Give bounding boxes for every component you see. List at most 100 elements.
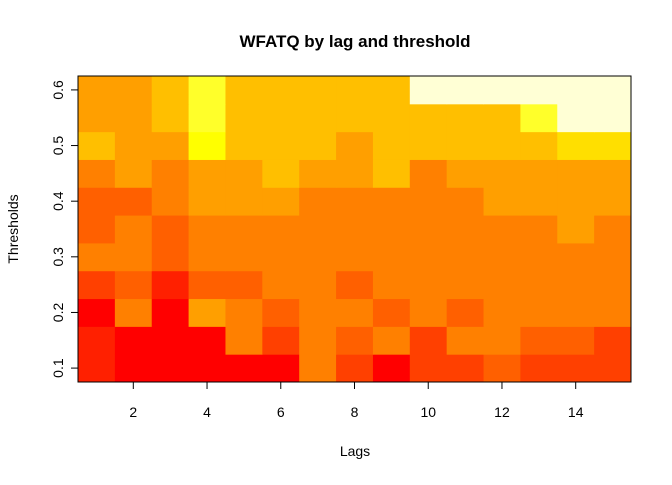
heatmap-cell	[594, 131, 632, 160]
heatmap-cells	[78, 76, 632, 383]
x-tick-label: 10	[420, 404, 436, 420]
x-tick-label: 4	[203, 404, 211, 420]
heatmap-cell	[151, 103, 190, 133]
heatmap-cell	[299, 242, 337, 272]
heatmap-cell	[372, 270, 411, 300]
heatmap-cell	[446, 103, 485, 133]
heatmap-cell	[262, 298, 300, 327]
heatmap-cell	[409, 354, 448, 383]
heatmap-cell	[336, 76, 374, 105]
heatmap-cell	[262, 131, 300, 160]
heatmap-cell	[372, 326, 411, 355]
x-tick-label: 6	[277, 404, 285, 420]
heatmap-cell	[151, 215, 190, 244]
heatmap-cell	[225, 354, 263, 383]
heatmap-cell	[78, 298, 116, 327]
x-tick-label: 8	[351, 404, 359, 420]
heatmap-cell	[446, 131, 485, 160]
heatmap-cell	[520, 76, 558, 105]
heatmap-cell	[225, 215, 263, 244]
heatmap-cell	[520, 159, 558, 188]
heatmap-cell	[483, 354, 521, 383]
heatmap-cell	[336, 298, 374, 327]
y-tick-label: 0.3	[50, 247, 66, 267]
heatmap-cell	[409, 326, 448, 355]
heatmap-cell	[446, 215, 485, 244]
heatmap-cell	[114, 354, 153, 383]
heatmap-cell	[372, 159, 411, 188]
heatmap-cell	[372, 242, 411, 272]
chart-title: WFATQ by lag and threshold	[239, 32, 470, 51]
y-tick-label: 0.6	[50, 80, 66, 100]
heatmap-cell	[483, 270, 521, 300]
heatmap-cell	[225, 76, 263, 105]
heatmap-cell	[520, 215, 558, 244]
heatmap-cell	[336, 326, 374, 355]
heatmap-cell	[594, 270, 632, 300]
heatmap-cell	[299, 131, 337, 160]
x-tick-label: 14	[568, 404, 584, 420]
heatmap-cell	[225, 187, 263, 216]
y-tick-label: 0.1	[50, 358, 66, 378]
heatmap-cell	[114, 326, 153, 355]
heatmap-cell	[188, 103, 226, 133]
heatmap-cell	[446, 187, 485, 216]
x-axis-label: Lags	[340, 443, 370, 459]
heatmap-cell	[336, 159, 374, 188]
heatmap-cell	[225, 242, 263, 272]
heatmap-cell	[409, 215, 448, 244]
heatmap-cell	[299, 76, 337, 105]
heatmap-cell	[483, 326, 521, 355]
heatmap-cell	[594, 354, 632, 383]
heatmap-cell	[78, 215, 116, 244]
heatmap-cell	[225, 298, 263, 327]
heatmap-cell	[409, 131, 448, 160]
heatmap-cell	[225, 326, 263, 355]
heatmap-cell	[114, 298, 153, 327]
heatmap-cell	[557, 76, 595, 105]
heatmap-cell	[188, 354, 226, 383]
heatmap-cell	[262, 242, 300, 272]
heatmap-cell	[594, 76, 632, 105]
heatmap-cell	[78, 326, 116, 355]
heatmap-cell	[483, 103, 521, 133]
heatmap-cell	[78, 187, 116, 216]
heatmap-cell	[409, 242, 448, 272]
heatmap-cell	[299, 298, 337, 327]
heatmap-cell	[446, 76, 485, 105]
heatmap-cell	[557, 131, 595, 160]
heatmap-cell	[483, 76, 521, 105]
heatmap-cell	[372, 215, 411, 244]
heatmap-cell	[594, 187, 632, 216]
heatmap-cell	[446, 298, 485, 327]
heatmap-cell	[188, 298, 226, 327]
heatmap-cell	[151, 298, 190, 327]
heatmap-cell	[594, 326, 632, 355]
heatmap-cell	[188, 76, 226, 105]
heatmap-cell	[299, 354, 337, 383]
heatmap-cell	[151, 131, 190, 160]
heatmap-cell	[483, 187, 521, 216]
heatmap-cell	[557, 215, 595, 244]
heatmap-cell	[299, 326, 337, 355]
heatmap-cell	[520, 354, 558, 383]
heatmap-cell	[188, 159, 226, 188]
heatmap-cell	[114, 159, 153, 188]
heatmap-cell	[336, 270, 374, 300]
heatmap-cell	[262, 215, 300, 244]
heatmap-cell	[299, 270, 337, 300]
heatmap-cell	[262, 187, 300, 216]
heatmap-cell	[594, 159, 632, 188]
heatmap-cell	[446, 270, 485, 300]
heatmap-cell	[557, 159, 595, 188]
heatmap-cell	[483, 131, 521, 160]
heatmap-cell	[151, 354, 190, 383]
heatmap-cell	[336, 215, 374, 244]
heatmap-cell	[299, 103, 337, 133]
heatmap-cell	[114, 187, 153, 216]
heatmap-cell	[78, 354, 116, 383]
heatmap-cell	[188, 242, 226, 272]
heatmap-cell	[151, 76, 190, 105]
heatmap-cell	[409, 270, 448, 300]
heatmap-cell	[262, 159, 300, 188]
